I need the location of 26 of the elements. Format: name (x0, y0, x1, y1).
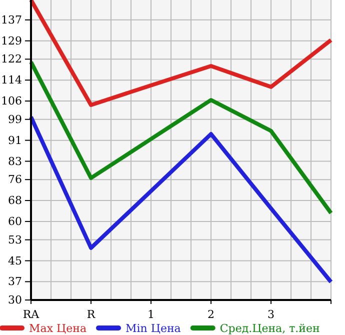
x-tick-label: 2 (208, 308, 214, 321)
y-tick-label: 83 (8, 154, 22, 168)
line-series (29, 60, 333, 216)
x-tick-label: 1 (148, 308, 154, 321)
y-tick-label: 99 (8, 112, 22, 126)
y-tick-label: 37 (8, 275, 22, 288)
x-tick-label: R (86, 308, 96, 321)
y-tick-label: 76 (8, 173, 22, 186)
line-series (29, 0, 333, 107)
x-tick-label: 3 (268, 308, 274, 321)
legend-label: Сред.Цена, т.йен (220, 322, 320, 335)
y-tick-label: 129 (1, 34, 22, 48)
x-tick-label: RA (22, 308, 40, 321)
y-tick-label: 53 (8, 233, 22, 246)
y-tick-label: 106 (1, 94, 22, 108)
line-series (29, 115, 333, 284)
legend-label: Min Цена (126, 322, 182, 335)
y-tick-label: 60 (8, 214, 22, 228)
y-tick-label: 45 (8, 254, 22, 268)
legend-label: Max Цена (29, 322, 87, 335)
y-tick-label: 30 (8, 294, 22, 307)
y-tick-label: 114 (1, 74, 22, 87)
y-tick-label: 68 (8, 194, 22, 208)
y-tick-label: 137 (1, 13, 22, 26)
y-tick-label: 91 (8, 134, 22, 147)
y-tick-label: 122 (1, 52, 22, 66)
